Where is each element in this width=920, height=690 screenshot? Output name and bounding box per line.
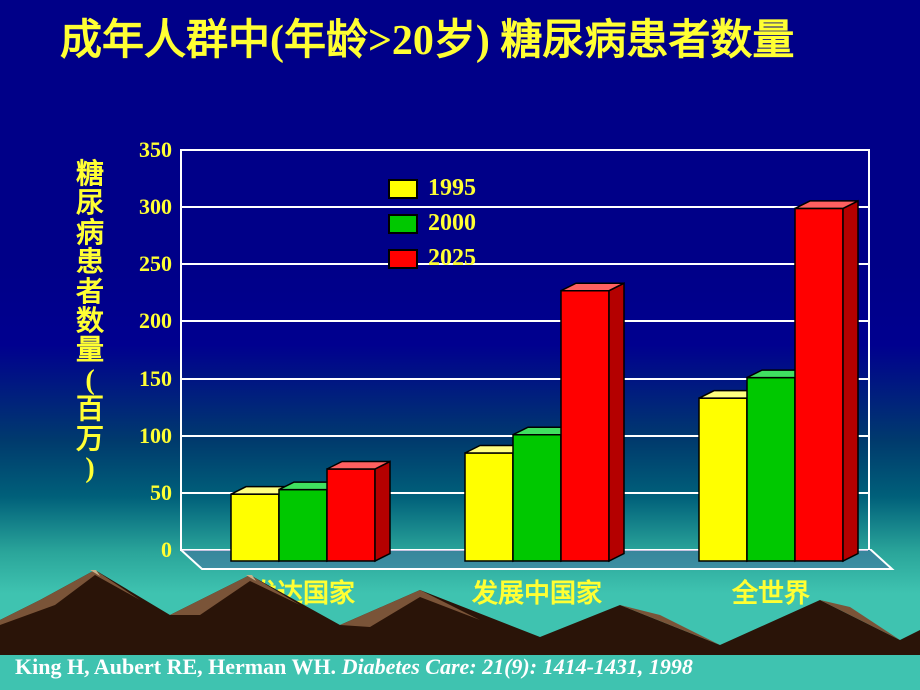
legend-label: 2025 <box>428 245 476 272</box>
citation-source: Diabetes Care: 21(9): 1414-1431, 1998 <box>342 654 693 679</box>
legend-item: 2025 <box>388 245 538 272</box>
y-tick-label: 100 <box>120 423 172 449</box>
y-tick-label: 300 <box>120 194 172 220</box>
legend: 1995 2000 2025 <box>388 175 538 280</box>
bar <box>747 378 795 561</box>
legend-item: 1995 <box>388 175 538 202</box>
bar <box>795 208 843 561</box>
y-tick-label: 50 <box>120 480 172 506</box>
y-tick-label: 350 <box>120 137 172 163</box>
y-axis-label: 糖尿病患者数量(百万) <box>70 160 110 483</box>
legend-label: 2000 <box>428 210 476 237</box>
slide-title: 成年人群中(年龄>20岁) 糖尿病患者数量 <box>60 18 880 65</box>
legend-swatch <box>388 214 418 234</box>
bar <box>699 398 747 561</box>
y-tick-label: 200 <box>120 308 172 334</box>
mountain-decoration <box>0 545 920 655</box>
legend-item: 2000 <box>388 210 538 237</box>
citation: King H, Aubert RE, Herman WH. Diabetes C… <box>15 654 693 680</box>
chart-area: 050100150200250300350 发达国家发展中国家全世界 1995 … <box>120 135 870 585</box>
legend-swatch <box>388 249 418 269</box>
legend-swatch <box>388 179 418 199</box>
legend-label: 1995 <box>428 175 476 202</box>
bar-side <box>843 201 858 561</box>
bar <box>561 291 609 561</box>
bar-side <box>609 283 624 561</box>
citation-authors: King H, Aubert RE, Herman WH. <box>15 654 342 679</box>
y-tick-label: 150 <box>120 366 172 392</box>
y-tick-label: 250 <box>120 251 172 277</box>
bar <box>513 435 561 561</box>
